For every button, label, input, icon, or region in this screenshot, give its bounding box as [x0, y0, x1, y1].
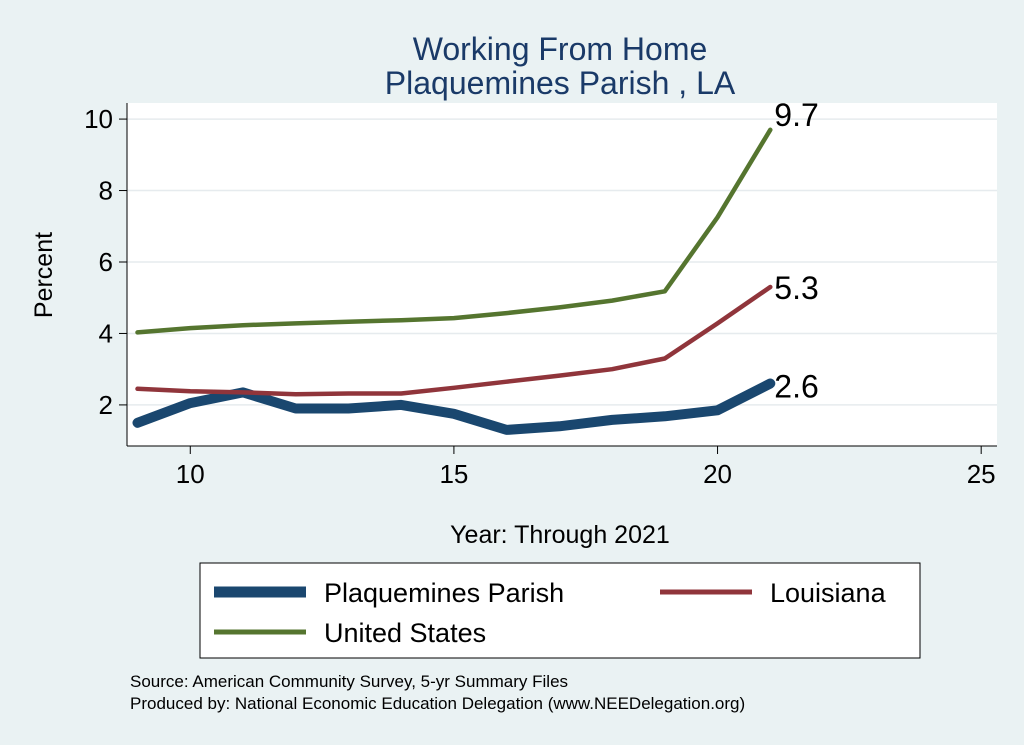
y-tick-label-8: 8 [99, 176, 113, 206]
legend-label-united-states: United States [324, 618, 486, 648]
end-label-louisiana: 5.3 [774, 270, 818, 306]
legend-label-plaquemines: Plaquemines Parish [324, 578, 564, 608]
series-line-united-states [135, 127, 773, 335]
y-tick-label-2: 2 [99, 390, 113, 420]
y-tick-label-6: 6 [99, 247, 113, 277]
chart-subtitle: Plaquemines Parish , LA [385, 65, 736, 101]
y-tick-label-10: 10 [84, 104, 113, 134]
series-lines [132, 127, 776, 435]
series-line-louisiana [135, 284, 773, 397]
chart-title: Working From Home [413, 31, 708, 67]
plot-area [127, 103, 997, 446]
legend-box [199, 562, 921, 659]
axes [126, 103, 997, 447]
x-tick-label-15: 15 [439, 459, 468, 489]
axis-ticks: 2 4 6 8 10 10 15 20 25 [84, 104, 996, 489]
end-label-united-states: 9.7 [774, 97, 818, 133]
y-axis-label: Percent [30, 232, 58, 318]
x-tick-label-25: 25 [967, 459, 996, 489]
x-tick-label-10: 10 [176, 459, 205, 489]
legend: Plaquemines Parish Louisiana United Stat… [199, 562, 921, 659]
producer-note: Produced by: National Economic Education… [130, 694, 745, 713]
y-tick-label-4: 4 [99, 318, 113, 348]
x-tick-label-20: 20 [703, 459, 732, 489]
source-note: Source: American Community Survey, 5-yr … [130, 672, 568, 691]
end-label-plaquemines-parish: 2.6 [774, 368, 818, 404]
end-labels: 2.6 5.3 9.7 [774, 97, 818, 405]
x-axis-label: Year: Through 2021 [450, 521, 670, 549]
legend-label-louisiana: Louisiana [770, 578, 887, 608]
